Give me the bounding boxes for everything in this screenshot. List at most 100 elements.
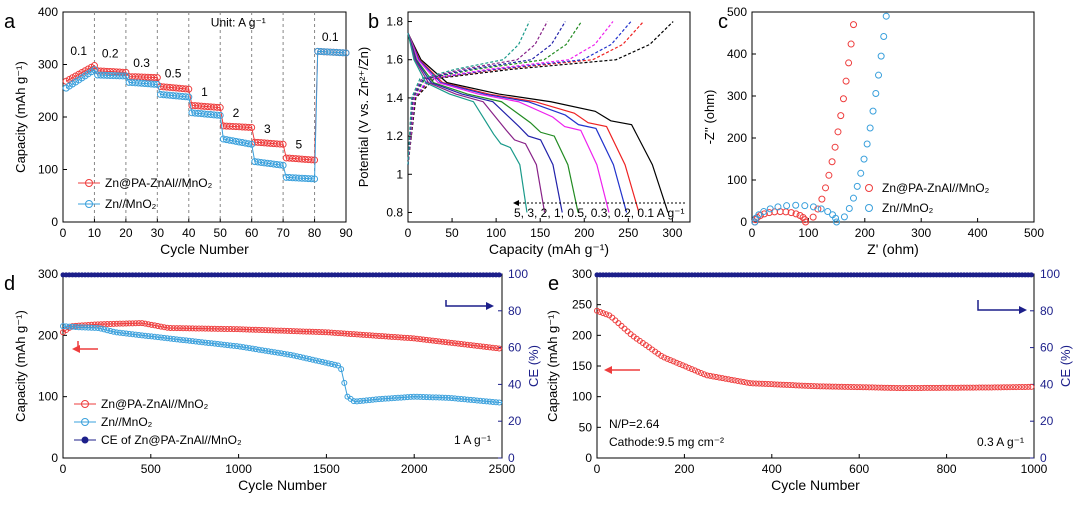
data-point	[661, 354, 668, 361]
data-point	[997, 384, 1004, 391]
data-point	[391, 334, 398, 341]
data-point	[216, 111, 224, 119]
discharge-curve	[407, 32, 546, 213]
data-point	[379, 395, 386, 402]
data-point	[366, 332, 373, 339]
data-point	[110, 320, 117, 327]
plot-frame	[751, 11, 1035, 223]
data-point	[667, 357, 674, 364]
data-point	[670, 358, 677, 365]
data-point	[363, 397, 370, 404]
y-tick-label: 300	[38, 267, 58, 281]
eis-point	[863, 140, 871, 148]
data-point	[122, 72, 130, 80]
eis-point	[872, 90, 880, 98]
data-point	[170, 335, 177, 342]
data-point	[461, 341, 468, 348]
data-point	[243, 344, 250, 351]
data-point	[762, 380, 769, 387]
data-point	[167, 335, 174, 342]
data-point	[353, 331, 360, 338]
data-point	[293, 353, 300, 360]
data-point	[414, 393, 421, 400]
x-tick-label: 30	[151, 226, 165, 240]
data-point	[872, 384, 879, 391]
eis-point	[766, 205, 774, 213]
data-point	[615, 320, 622, 327]
x-tick-label: 400	[762, 462, 782, 476]
data-point	[404, 334, 411, 341]
data-point	[774, 381, 781, 388]
data-point	[808, 383, 815, 390]
data-point	[467, 396, 474, 403]
data-point	[325, 329, 332, 336]
data-point	[493, 399, 500, 406]
eis-point	[825, 171, 833, 179]
data-point	[372, 396, 379, 403]
data-point	[451, 395, 458, 402]
rate-label: 5	[295, 138, 302, 152]
data-point	[213, 111, 221, 119]
data-point	[322, 329, 329, 336]
data-point	[255, 346, 262, 353]
data-point	[489, 344, 496, 351]
data-point	[311, 175, 319, 183]
data-point	[486, 344, 493, 351]
y-tick-label: 50	[579, 420, 593, 434]
data-point	[363, 332, 370, 339]
rate-arrow-head	[513, 200, 519, 206]
data-point	[982, 384, 989, 391]
data-point	[442, 339, 449, 346]
eis-point	[857, 169, 865, 177]
y-tick-label: 500	[727, 5, 747, 19]
data-point	[341, 330, 348, 337]
data-point	[385, 395, 392, 402]
y2-tick-label: 80	[1040, 304, 1054, 318]
data-point	[899, 385, 906, 392]
data-point	[148, 333, 155, 340]
data-point	[811, 383, 818, 390]
data-point	[107, 320, 114, 327]
data-point	[94, 321, 101, 328]
data-point	[884, 384, 891, 391]
x-tick-label: 10	[88, 226, 102, 240]
data-point	[887, 384, 894, 391]
data-point	[930, 384, 937, 391]
y-axis-label: Capacity (mAh g⁻¹)	[545, 310, 560, 422]
data-point	[139, 320, 146, 327]
legend-marker	[865, 204, 873, 212]
data-point	[759, 380, 766, 387]
data-point	[211, 325, 218, 332]
x-tick-label: 300	[662, 226, 682, 240]
data-point	[753, 380, 760, 387]
x-tick-label: 0	[749, 226, 756, 240]
rate-label: 0.1	[322, 30, 339, 44]
eis-point	[875, 71, 883, 79]
data-point	[985, 384, 992, 391]
data-point	[213, 103, 221, 111]
data-point	[1006, 384, 1013, 391]
data-point	[945, 384, 952, 391]
data-point	[185, 85, 193, 93]
discharge-curve	[407, 32, 669, 213]
rate-label: 0.2	[102, 47, 119, 61]
axis-arrow-right	[977, 300, 1020, 311]
data-point	[151, 333, 158, 340]
data-point	[268, 348, 275, 355]
x-axis-label: Z' (ohm)	[867, 241, 919, 257]
data-point	[195, 338, 202, 345]
data-point	[912, 384, 919, 391]
data-point	[906, 385, 913, 392]
data-point	[707, 372, 714, 379]
data-point	[426, 394, 433, 401]
data-point	[97, 321, 104, 328]
data-point	[245, 123, 253, 131]
data-point	[338, 366, 345, 373]
data-point	[157, 334, 164, 341]
y2-tick-label: 100	[508, 267, 528, 281]
x-tick-label: 20	[119, 226, 133, 240]
data-point	[939, 384, 946, 391]
y2-tick-label: 40	[508, 377, 522, 391]
data-point	[915, 384, 922, 391]
